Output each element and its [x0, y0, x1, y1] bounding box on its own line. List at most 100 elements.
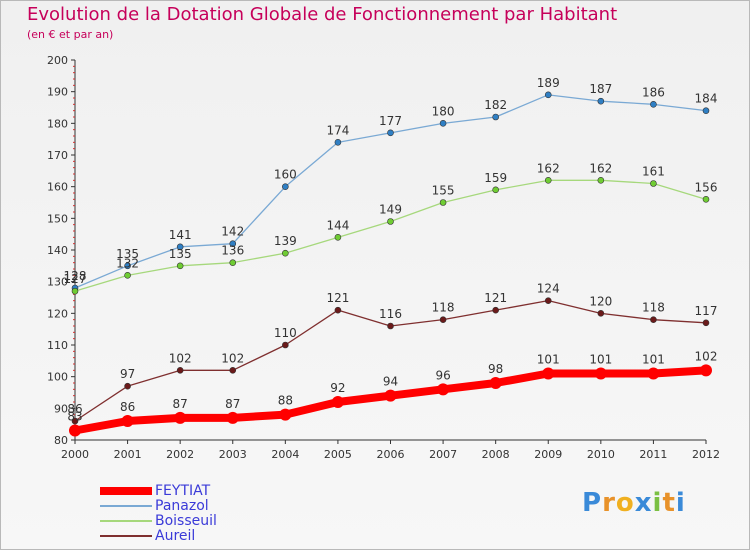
- data-point: [387, 218, 394, 225]
- data-point: [702, 319, 710, 327]
- data-label: 142: [221, 225, 244, 239]
- y-tick-label: 90: [54, 402, 68, 415]
- data-label: 160: [274, 168, 297, 182]
- data-point: [387, 322, 394, 330]
- data-point: [124, 262, 131, 270]
- x-tick-label: 2009: [534, 448, 562, 461]
- data-label: 87: [225, 397, 240, 411]
- data-label: 83: [67, 410, 82, 424]
- x-tick-label: 2001: [114, 448, 142, 461]
- x-tick-label: 2004: [271, 448, 299, 461]
- logo-letter: r: [602, 488, 616, 518]
- data-point: [492, 186, 499, 194]
- x-tick-label: 2012: [692, 448, 720, 461]
- x-tick-label: 2006: [377, 448, 405, 461]
- y-tick-label: 160: [47, 181, 68, 194]
- data-point: [492, 306, 499, 314]
- data-point: [282, 341, 289, 349]
- data-label: 96: [435, 368, 450, 382]
- x-tick-label: 2003: [219, 448, 247, 461]
- data-point: [331, 396, 344, 408]
- data-point: [334, 306, 342, 314]
- data-point: [650, 180, 657, 187]
- data-point: [229, 367, 237, 374]
- data-label: 135: [116, 247, 139, 261]
- data-label: 132: [116, 256, 139, 270]
- data-label: 180: [432, 104, 455, 118]
- y-tick-label: 180: [47, 117, 68, 130]
- data-point: [124, 272, 131, 279]
- data-point: [387, 129, 394, 137]
- data-label: 101: [537, 353, 560, 367]
- data-point: [229, 259, 237, 266]
- data-point: [437, 383, 450, 396]
- data-label: 97: [120, 367, 135, 381]
- y-tick-label: 110: [47, 339, 68, 352]
- data-point: [439, 316, 447, 323]
- data-label: 118: [642, 301, 665, 315]
- x-tick-label: 2005: [324, 448, 352, 461]
- data-label: 139: [274, 234, 297, 248]
- data-point: [544, 297, 552, 304]
- data-label: 162: [537, 161, 560, 175]
- data-point: [647, 367, 660, 380]
- y-tick-label: 120: [47, 307, 68, 320]
- data-label: 149: [379, 203, 402, 217]
- logo-letter: t: [662, 488, 676, 518]
- data-point: [597, 177, 605, 184]
- data-label: 121: [326, 291, 349, 305]
- data-point: [282, 183, 289, 190]
- y-tick-label: 100: [47, 371, 68, 384]
- data-label: 88: [278, 394, 293, 408]
- x-tick-label: 2000: [61, 448, 89, 461]
- data-point: [279, 408, 292, 421]
- data-label: 101: [642, 353, 665, 367]
- data-label: 128: [64, 269, 87, 283]
- data-label: 187: [589, 82, 612, 96]
- data-point: [121, 415, 134, 427]
- data-point: [702, 196, 710, 203]
- data-label: 98: [488, 362, 503, 376]
- data-point: [176, 243, 184, 251]
- data-label: 136: [221, 244, 244, 258]
- y-tick-label: 80: [54, 434, 68, 447]
- data-point: [650, 101, 657, 108]
- data-label: 186: [642, 85, 665, 99]
- data-point: [282, 249, 289, 257]
- data-label: 177: [379, 114, 402, 128]
- data-label: 141: [169, 228, 192, 242]
- legend-label: Aureil: [155, 528, 196, 544]
- logo-letter: x: [634, 488, 653, 518]
- legend-swatch: [100, 487, 152, 495]
- data-label: 121: [484, 291, 507, 305]
- data-point: [176, 367, 184, 374]
- data-label: 184: [695, 92, 718, 106]
- data-point: [702, 107, 710, 114]
- data-point: [544, 177, 552, 184]
- data-label: 116: [379, 307, 402, 321]
- data-point: [334, 139, 342, 146]
- data-label: 182: [484, 98, 507, 112]
- data-point: [492, 113, 499, 121]
- data-label: 117: [695, 304, 718, 318]
- data-point: [229, 240, 237, 247]
- data-point: [489, 377, 502, 389]
- data-point: [176, 262, 184, 270]
- data-point: [439, 199, 447, 206]
- data-label: 110: [274, 326, 297, 340]
- x-tick-label: 2007: [429, 448, 457, 461]
- x-tick-label: 2011: [639, 448, 667, 461]
- data-label: 102: [169, 351, 192, 365]
- data-point: [700, 364, 712, 377]
- chart-subtitle: (en € et par an): [27, 28, 114, 41]
- x-tick-label: 2002: [166, 448, 194, 461]
- x-tick-label: 2008: [482, 448, 510, 461]
- y-tick-label: 130: [47, 276, 68, 289]
- data-label: 92: [330, 381, 345, 395]
- data-label: 102: [695, 349, 718, 363]
- data-label: 127: [64, 272, 87, 286]
- logo-letter: o: [615, 488, 635, 518]
- x-tick-label: 2010: [587, 448, 615, 461]
- data-point: [174, 411, 187, 424]
